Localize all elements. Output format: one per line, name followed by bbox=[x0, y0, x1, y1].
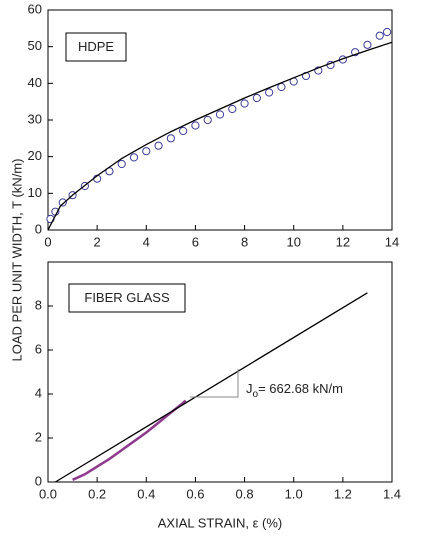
x-tick-label: 0.2 bbox=[88, 486, 106, 501]
y-tick-label: 30 bbox=[28, 111, 42, 126]
data-point bbox=[215, 110, 225, 119]
data-point bbox=[117, 159, 126, 169]
data-point bbox=[166, 134, 175, 143]
data-point bbox=[154, 141, 163, 150]
data-line bbox=[55, 292, 368, 483]
data-point bbox=[191, 121, 200, 130]
label-box bbox=[68, 283, 186, 313]
data-point bbox=[252, 93, 261, 103]
y-tick-label: 40 bbox=[28, 75, 42, 90]
x-tick-label: 12 bbox=[336, 234, 350, 249]
data-point bbox=[142, 147, 151, 156]
y-tick-label: 10 bbox=[28, 185, 42, 200]
label-box bbox=[65, 32, 127, 62]
data-point bbox=[203, 115, 212, 125]
x-tick-label: 0.8 bbox=[236, 486, 254, 501]
x-tick-label: 14 bbox=[385, 234, 399, 249]
y-tick-label: 50 bbox=[28, 38, 42, 53]
data-point bbox=[179, 126, 188, 136]
y-tick-label: 2 bbox=[35, 429, 42, 444]
x-tick-label: 8 bbox=[241, 234, 248, 249]
x-tick-label: 1.2 bbox=[334, 486, 352, 501]
data-point bbox=[265, 88, 274, 97]
annotation: Jo= 662.68 kN/m bbox=[246, 381, 343, 399]
data-point bbox=[240, 99, 249, 108]
y-tick-label: 0 bbox=[35, 473, 42, 488]
data-line bbox=[72, 399, 187, 481]
x-axis-label: AXIAL STRAIN, ε (%) bbox=[158, 515, 283, 530]
x-tick-label: 10 bbox=[286, 234, 300, 249]
x-tick-label: 1.0 bbox=[285, 486, 303, 501]
x-tick-label: 0.0 bbox=[39, 486, 57, 501]
plot-frame bbox=[47, 261, 393, 483]
data-point bbox=[375, 31, 384, 40]
y-axis-label: LOAD PER UNIT WIDTH, T (kN/m) bbox=[9, 159, 24, 362]
y-tick-label: 0 bbox=[35, 221, 42, 236]
panel-label: HDPE bbox=[78, 39, 114, 54]
x-tick-label: 0 bbox=[44, 234, 51, 249]
x-tick-label: 2 bbox=[94, 234, 101, 249]
data-point bbox=[58, 198, 67, 207]
x-tick-label: 6 bbox=[192, 234, 199, 249]
data-point bbox=[228, 104, 237, 114]
y-tick-label: 4 bbox=[35, 385, 42, 400]
slope-triangle bbox=[190, 369, 239, 398]
y-tick-label: 20 bbox=[28, 148, 42, 163]
y-tick-label: 60 bbox=[28, 1, 42, 16]
data-point bbox=[129, 153, 139, 162]
panel-label: FIBER GLASS bbox=[84, 290, 170, 305]
data-line bbox=[47, 41, 393, 231]
x-tick-label: 0.4 bbox=[137, 486, 155, 501]
data-point bbox=[382, 27, 392, 37]
x-tick-label: 4 bbox=[143, 234, 150, 249]
y-tick-label: 6 bbox=[35, 341, 42, 356]
data-point bbox=[363, 40, 372, 49]
x-tick-label: 1.4 bbox=[383, 486, 401, 501]
y-tick-label: 8 bbox=[35, 297, 42, 312]
x-tick-label: 0.6 bbox=[186, 486, 204, 501]
